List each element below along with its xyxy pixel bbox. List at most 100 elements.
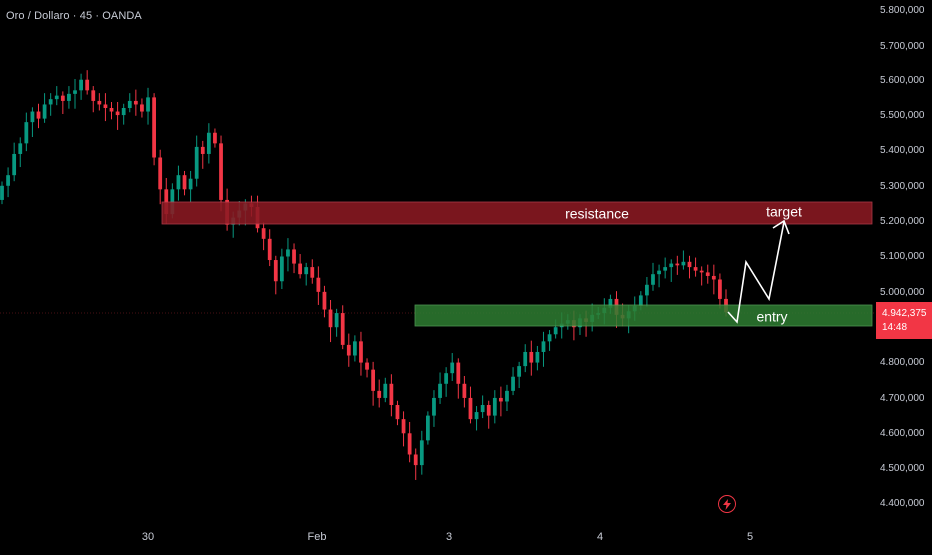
candle-bear <box>499 397 503 402</box>
candle-bear <box>36 111 41 119</box>
candle-bull <box>523 351 528 367</box>
time-axis[interactable]: 30 Feb 3 4 5 <box>142 531 753 543</box>
candle-bear <box>462 383 467 398</box>
candle-bear <box>85 79 90 91</box>
candle-bull <box>608 298 613 308</box>
price-axis-label: 5.100,000 <box>880 251 925 262</box>
candle-bear <box>413 454 418 466</box>
candle-bull <box>279 256 284 282</box>
candle-bull <box>553 327 558 335</box>
candle-bull <box>474 412 479 420</box>
candle-bear <box>328 309 333 328</box>
time-axis-label: Feb <box>308 531 327 543</box>
candle-bull <box>517 366 522 377</box>
flash-button[interactable] <box>718 495 736 513</box>
candle-bull <box>681 261 686 266</box>
candle-bear <box>152 97 156 158</box>
price-axis-label: 5.800,000 <box>880 5 925 16</box>
candle-bull <box>30 111 35 123</box>
candle-bear <box>115 111 120 116</box>
candle-bull <box>352 341 357 356</box>
bar-countdown: 14:48 <box>882 321 908 333</box>
candle-bear <box>140 104 144 112</box>
candle-bull <box>657 270 661 275</box>
candle-bear <box>365 362 369 370</box>
candle-bull <box>286 249 290 257</box>
price-axis[interactable]: 5.800,000 5.700,000 5.600,000 5.500,000 … <box>880 5 925 509</box>
time-axis-label: 4 <box>597 531 603 543</box>
entry-zone[interactable] <box>414 304 873 327</box>
symbol-title[interactable]: Oro / Dollaro · 45 · OANDA <box>6 10 142 22</box>
candle-bear <box>133 100 138 105</box>
candle-bull <box>541 341 546 352</box>
price-axis-label: 4.400,000 <box>880 498 925 509</box>
candle-bear <box>158 157 163 190</box>
candle-bull <box>419 440 424 466</box>
candle-bull <box>127 100 132 108</box>
candle-bull <box>6 175 10 186</box>
candle-bear <box>340 313 345 345</box>
candle-bull <box>12 153 17 176</box>
candle-bull <box>42 104 47 119</box>
candle-bear <box>261 228 266 239</box>
candle-bull <box>663 267 668 271</box>
candle-bear <box>529 351 534 363</box>
candle-bull <box>492 397 497 416</box>
candle-bull <box>645 284 649 296</box>
entry-label: entry <box>756 309 787 325</box>
candle-bull <box>304 267 309 275</box>
candle-bear <box>389 383 394 405</box>
candle-bear <box>371 369 376 391</box>
candle-bear <box>97 100 102 105</box>
candle-bear <box>693 267 698 271</box>
candle-bear <box>456 362 461 384</box>
candle-bull <box>535 351 540 363</box>
current-price-tag: 4.942,375 14:48 <box>876 302 932 339</box>
candle-bull <box>638 295 643 306</box>
target-label: target <box>766 204 802 220</box>
candle-bear <box>401 419 406 434</box>
candle-bull <box>450 362 455 374</box>
candle-bull <box>480 405 485 413</box>
candle-bear <box>316 277 321 292</box>
candle-bear <box>273 260 278 282</box>
current-price-value: 4.942,375 <box>882 307 927 319</box>
candle-bear <box>407 433 412 455</box>
candle-bear <box>310 267 315 278</box>
price-axis-label: 4.500,000 <box>880 463 925 474</box>
candle-bear <box>468 397 473 420</box>
candle-bear <box>687 261 692 268</box>
resistance-zone[interactable] <box>161 201 873 225</box>
price-axis-label: 5.000,000 <box>880 287 925 298</box>
price-axis-label: 5.600,000 <box>880 75 925 86</box>
candle-bear <box>219 143 223 200</box>
arrow-head-icon <box>772 219 790 235</box>
candle-bull <box>651 274 655 285</box>
candle-bear <box>91 90 96 101</box>
lightning-icon <box>723 498 731 510</box>
candle-bull <box>146 97 150 112</box>
candle-bull <box>438 383 442 398</box>
candle-bear <box>718 279 722 299</box>
candle-bear <box>675 263 680 266</box>
candle-bull <box>194 146 199 179</box>
candle-bull <box>444 373 449 384</box>
candle-bear <box>711 275 716 280</box>
time-axis-label: 5 <box>747 531 753 543</box>
candle-bear <box>359 341 363 363</box>
candle-bull <box>67 93 71 101</box>
candle-bull <box>24 122 29 144</box>
candle-bull <box>669 263 674 268</box>
candle-bear <box>346 344 351 356</box>
candle-bear <box>60 95 65 101</box>
candle-bear <box>109 108 114 112</box>
price-axis-label: 5.200,000 <box>880 216 925 227</box>
candle-bear <box>298 263 303 275</box>
projection-path[interactable] <box>727 221 785 324</box>
price-axis-label: 5.400,000 <box>880 145 925 156</box>
candle-bear <box>395 405 400 420</box>
candle-bull <box>425 415 430 441</box>
